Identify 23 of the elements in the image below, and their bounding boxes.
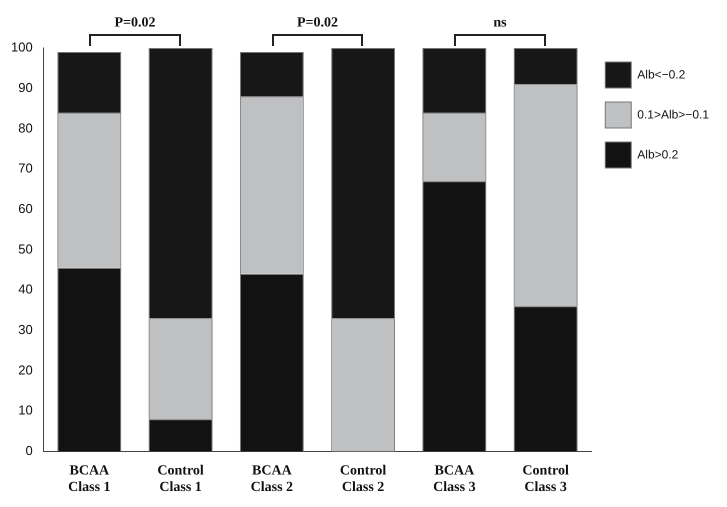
x-tick-label: Control Class 1 xyxy=(157,463,204,496)
x-tick-label: Control Class 3 xyxy=(522,463,569,496)
text: ns xyxy=(493,16,508,31)
y-tick-label: 10 xyxy=(18,402,33,418)
x-tick-label: BCAA Class 1 xyxy=(68,463,111,496)
y-tick-label: 60 xyxy=(18,200,33,216)
y-tick-label: 40 xyxy=(18,282,33,297)
y-tick-label: 100 xyxy=(10,40,33,55)
y-tick-label: 0 xyxy=(25,442,33,458)
y-tick-label: 80 xyxy=(18,120,33,136)
y-tick-label: 30 xyxy=(18,322,33,337)
y-tick-label: 70 xyxy=(18,160,33,176)
legend-label: Alb>0.2 xyxy=(637,147,679,162)
text: P=0.02 xyxy=(114,16,156,31)
x-tick-label: BCAA Class 3 xyxy=(433,463,476,496)
y-tick-label: 50 xyxy=(18,241,33,256)
y-tick-label: 90 xyxy=(18,80,33,95)
x-tick-label: Control Class 2 xyxy=(340,463,386,496)
x-tick-label: BCAA Class 2 xyxy=(250,463,294,496)
y-tick-label: 20 xyxy=(18,362,33,378)
legend-label: Alb<−0.2 xyxy=(637,67,686,82)
text: P=0.02 xyxy=(296,16,338,31)
legend-label: 0.1>Alb>−0.1 xyxy=(637,107,710,122)
